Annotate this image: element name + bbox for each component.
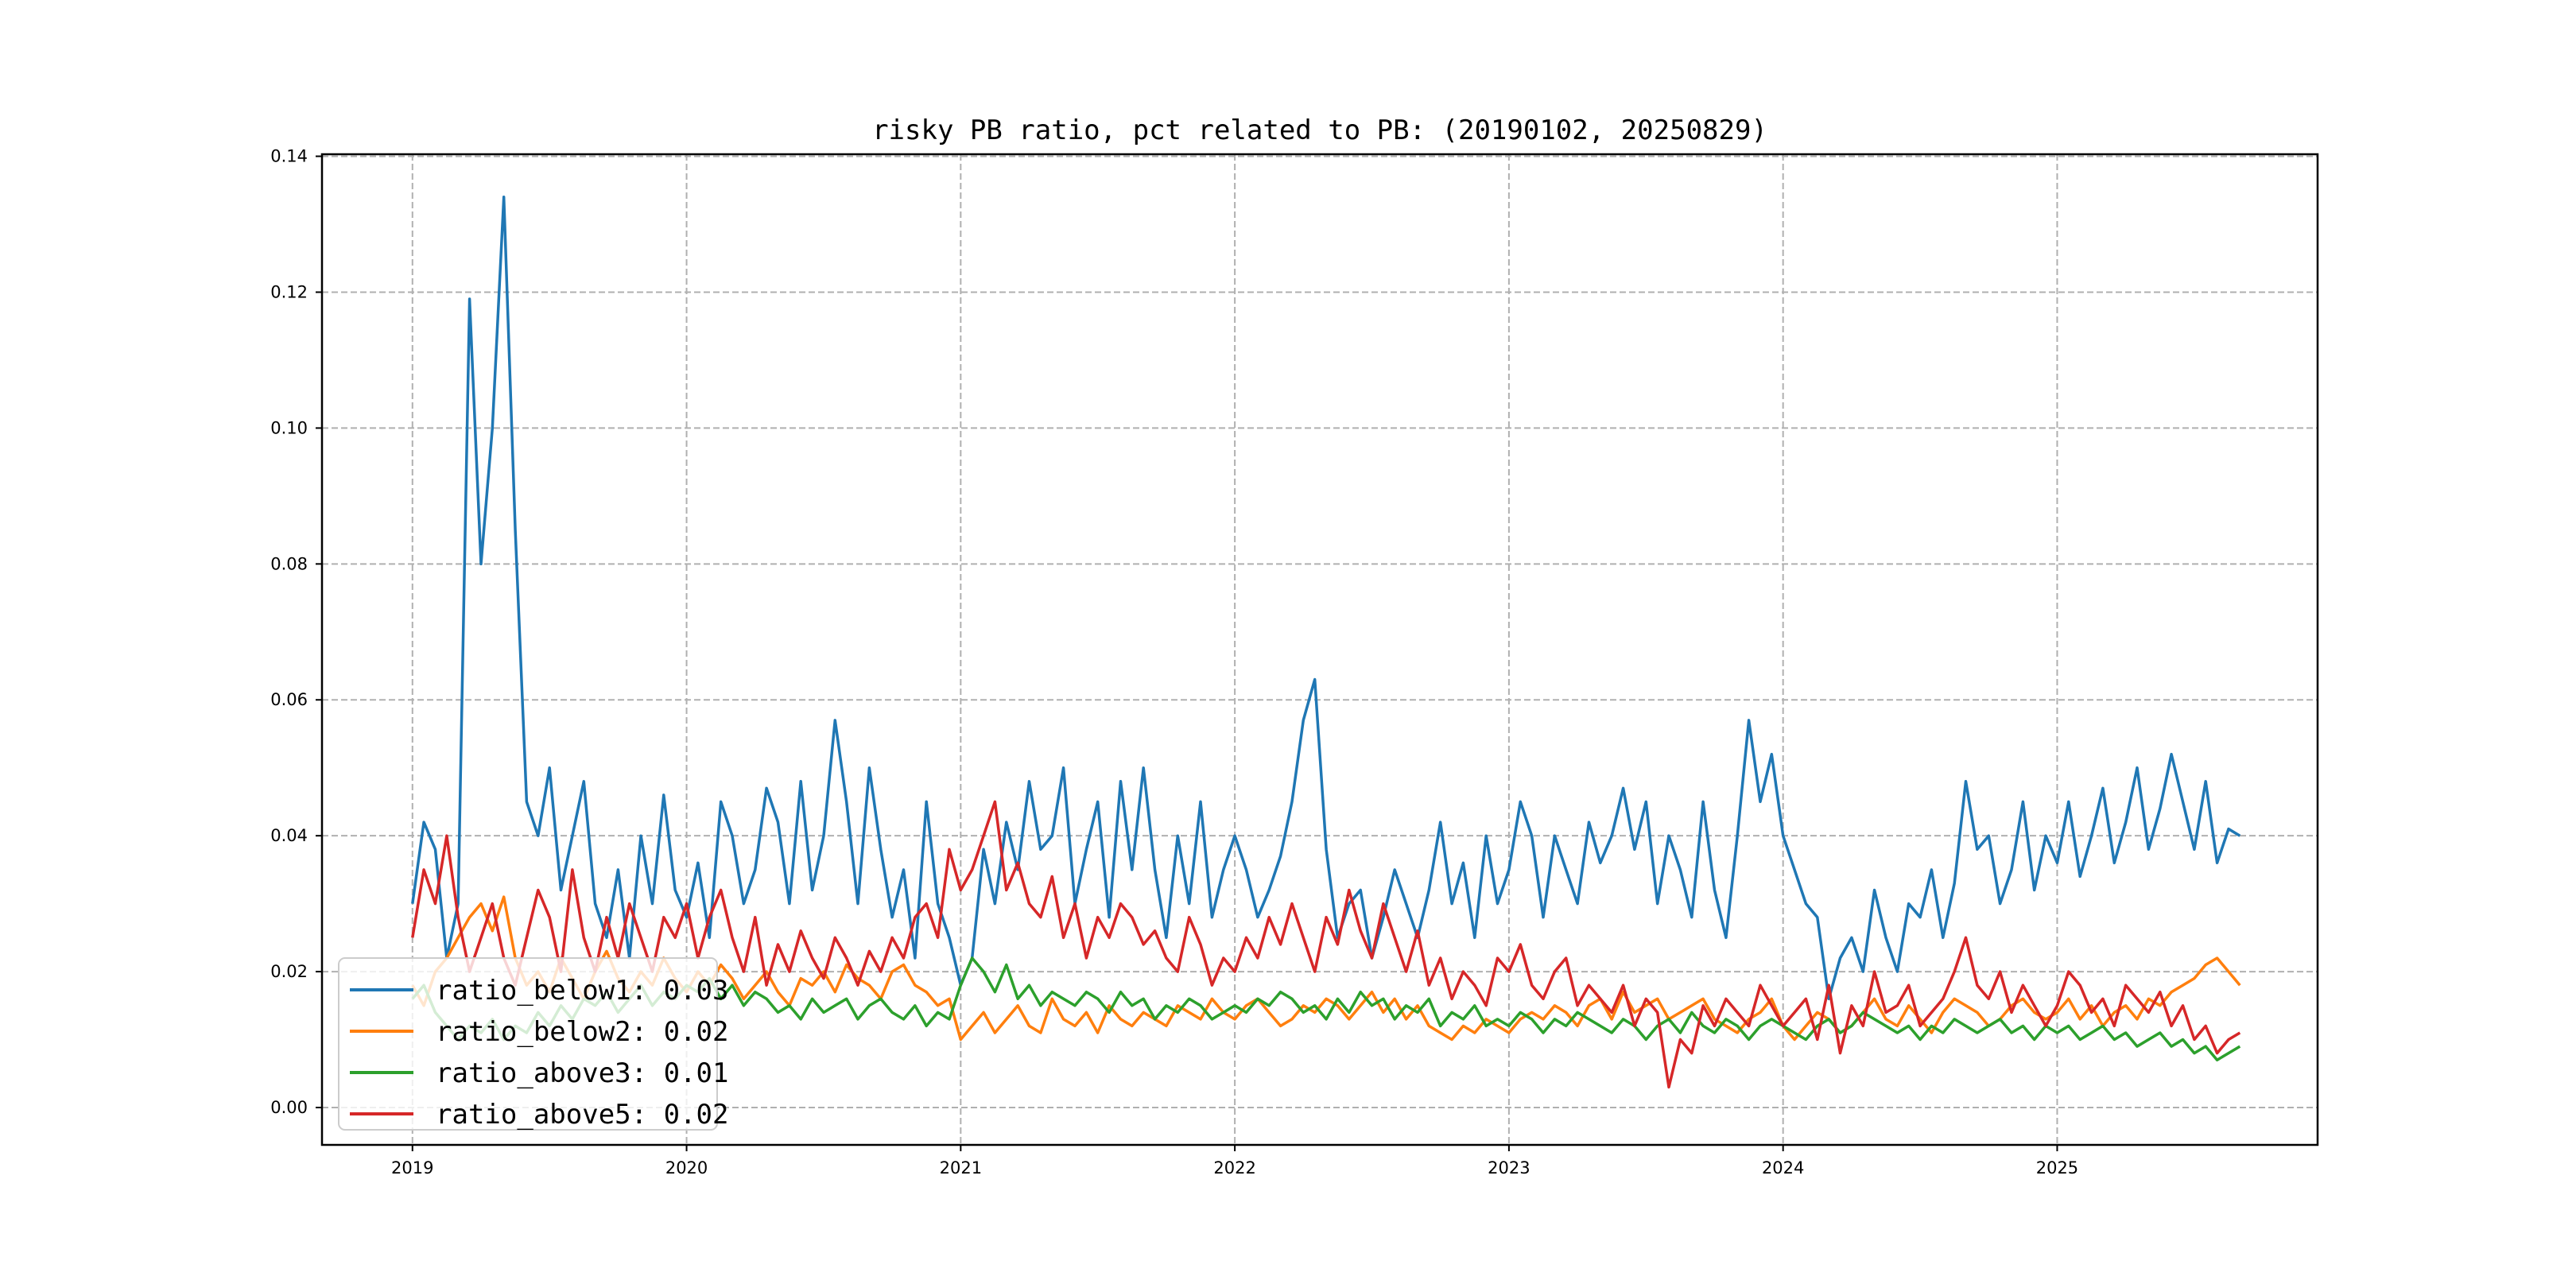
x-axis: 2019 2020 2021 2022 2023 2024 2025 [391, 1145, 2078, 1177]
y-tick-label: 0.06 [270, 690, 308, 709]
x-tick-label: 2020 [665, 1158, 708, 1177]
legend-label-ratio_above3: ratio_above3: 0.01 [436, 1057, 728, 1089]
y-tick-label: 0.14 [270, 147, 308, 166]
y-tick-label: 0.04 [270, 826, 308, 845]
x-tick-label: 2019 [391, 1158, 433, 1177]
legend-label-ratio_below1: ratio_below1: 0.03 [436, 975, 728, 1007]
y-tick-label: 0.00 [270, 1098, 308, 1117]
x-tick-label: 2021 [940, 1158, 982, 1177]
axes-frame [320, 153, 2319, 1146]
series-line-ratio_below1 [411, 196, 2241, 1001]
chart-title: risky PB ratio, pct related to PB: (2019… [872, 114, 1767, 146]
y-axis: 0.00 0.02 0.04 0.06 0.08 0.10 0.12 0.14 [270, 147, 322, 1117]
y-tick-label: 0.02 [270, 962, 308, 981]
y-tick-label: 0.12 [270, 282, 308, 301]
series-lines [411, 196, 2241, 1089]
legend-label-ratio_below2: ratio_below2: 0.02 [436, 1016, 728, 1048]
legend: ratio_below1: 0.03 ratio_below2: 0.02 rati… [338, 957, 728, 1131]
x-tick-label: 2025 [2036, 1158, 2078, 1177]
grid-lines [322, 154, 2318, 1145]
legend-label-ratio_above5: ratio_above5: 0.02 [436, 1099, 728, 1131]
x-tick-label: 2023 [1488, 1158, 1530, 1177]
series-line-ratio_above5 [411, 800, 2241, 1089]
y-tick-label: 0.08 [270, 554, 308, 573]
x-tick-label: 2024 [1762, 1158, 1804, 1177]
y-tick-label: 0.10 [270, 418, 308, 437]
legend-box [338, 957, 718, 1131]
x-tick-label: 2022 [1213, 1158, 1255, 1177]
